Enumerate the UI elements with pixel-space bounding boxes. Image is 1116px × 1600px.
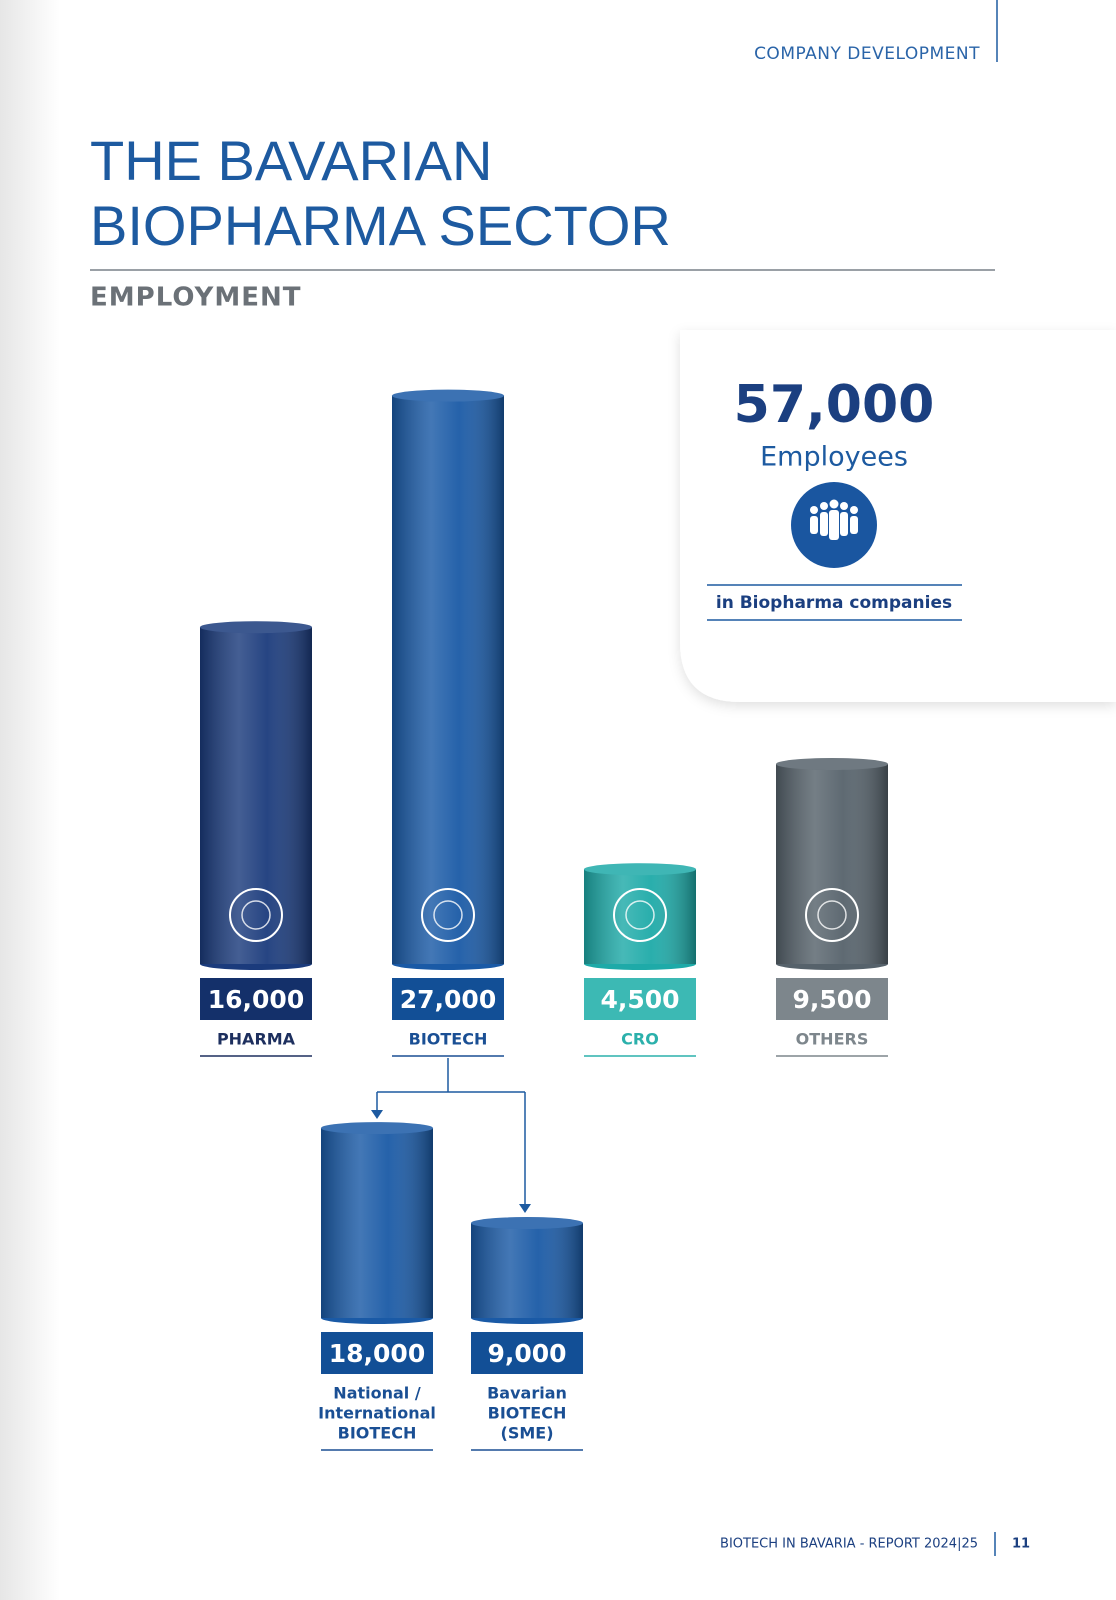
- title-line: THE BAVARIAN: [90, 129, 492, 192]
- summary-caption: in Biopharma companies: [716, 593, 952, 613]
- bar-shade: [321, 1128, 433, 1318]
- bar-icon: [805, 888, 859, 942]
- bar-top-shade: [200, 621, 312, 634]
- category-label: OTHERS: [796, 1030, 869, 1049]
- bar-icon: [241, 900, 271, 930]
- value-label-box: [471, 1332, 583, 1374]
- value-label: 9,000: [487, 1339, 566, 1368]
- category-label: International: [318, 1404, 436, 1423]
- bar-shade: [471, 1223, 583, 1318]
- bar-top-shade: [321, 1122, 433, 1135]
- category-label: Bavarian: [487, 1384, 567, 1403]
- category-label: BIOTECH: [338, 1424, 417, 1443]
- value-label: 4,500: [600, 985, 679, 1014]
- bar-top: [584, 863, 696, 876]
- bar-top-shade: [584, 863, 696, 876]
- bar-top: [321, 1122, 433, 1135]
- page-number: 11: [1012, 1537, 1030, 1552]
- footer-report: BIOTECH IN BAVARIA - REPORT 2024|25: [720, 1537, 978, 1552]
- category-label: BIOTECH: [488, 1404, 567, 1423]
- bar-top-shade: [392, 389, 504, 402]
- value-label: 27,000: [400, 985, 496, 1014]
- category-label: CRO: [621, 1030, 659, 1049]
- bar-top-shade: [471, 1217, 583, 1230]
- bar-top: [471, 1217, 583, 1230]
- bar-top: [392, 389, 504, 402]
- category-label: BIOTECH: [409, 1030, 488, 1049]
- value-label-box: [321, 1332, 433, 1374]
- value-label-box: [584, 978, 696, 1020]
- bar-shade: [200, 627, 312, 964]
- bar-icon: [229, 888, 283, 942]
- summary-unit: Employees: [760, 442, 908, 473]
- bar-shade: [392, 395, 504, 964]
- bar-top: [776, 758, 888, 771]
- category-label: PHARMA: [217, 1030, 296, 1049]
- split-connector: [376, 1058, 526, 1206]
- title-line: BIOPHARMA SECTOR: [90, 194, 671, 257]
- bar-shade: [584, 869, 696, 964]
- bar-icon: [433, 900, 463, 930]
- category-label: (SME): [501, 1424, 554, 1443]
- value-label-box: [200, 978, 312, 1020]
- summary-card: [680, 330, 1116, 702]
- section-label: COMPANY DEVELOPMENT: [754, 44, 980, 64]
- bar-icon: [421, 888, 475, 942]
- subtitle: EMPLOYMENT: [90, 283, 301, 313]
- people-icon: [791, 482, 877, 568]
- value-label-box: [392, 978, 504, 1020]
- value-label: 18,000: [329, 1339, 425, 1368]
- page-edge: [0, 0, 60, 1600]
- summary-value: 57,000: [734, 375, 935, 435]
- value-label-box: [776, 978, 888, 1020]
- bar-icon: [625, 900, 655, 930]
- value-label: 9,500: [792, 985, 871, 1014]
- bar-top: [200, 621, 312, 634]
- bar-icon: [613, 888, 667, 942]
- bar-icon: [817, 900, 847, 930]
- value-label: 16,000: [208, 985, 304, 1014]
- category-label: National /: [333, 1384, 421, 1403]
- bar-shade: [776, 764, 888, 964]
- bar-top-shade: [776, 758, 888, 771]
